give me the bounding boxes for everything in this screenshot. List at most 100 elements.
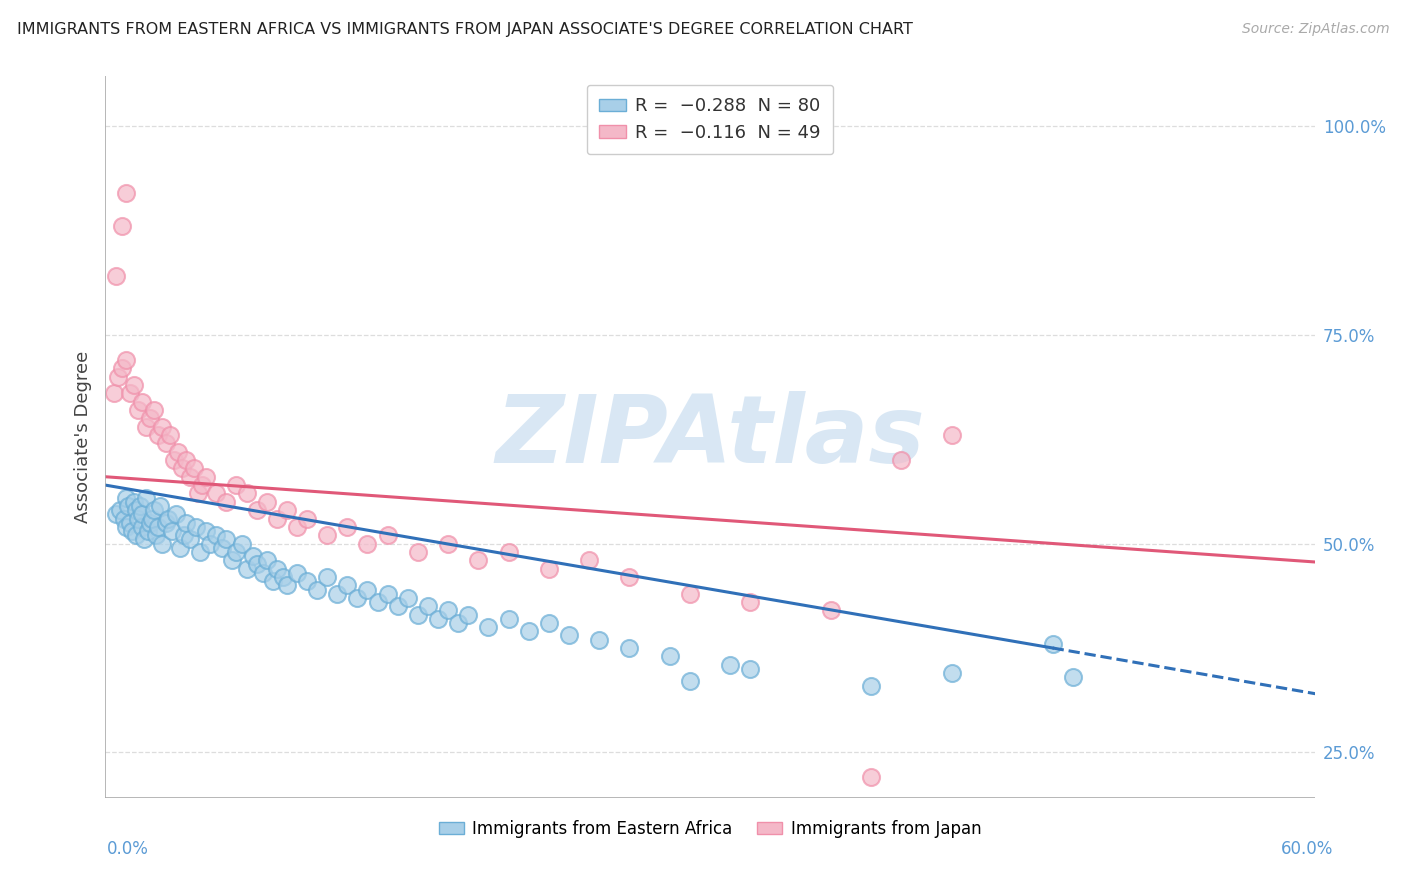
Point xyxy=(860,679,883,693)
Point xyxy=(174,516,197,530)
Point xyxy=(131,508,153,522)
Point xyxy=(114,186,136,200)
Point xyxy=(406,607,429,622)
Point xyxy=(169,541,191,555)
Point xyxy=(107,369,129,384)
Point xyxy=(740,595,762,609)
Point xyxy=(200,536,222,550)
Point xyxy=(316,528,339,542)
Point xyxy=(179,469,201,483)
Point xyxy=(537,615,560,630)
Point xyxy=(276,578,298,592)
Point xyxy=(262,574,284,589)
Point xyxy=(127,511,149,525)
Point xyxy=(195,524,218,538)
Point xyxy=(396,591,419,605)
Point xyxy=(266,511,288,525)
Text: 0.0%: 0.0% xyxy=(107,840,149,858)
Point xyxy=(427,612,450,626)
Point xyxy=(498,545,520,559)
Point xyxy=(256,495,278,509)
Point xyxy=(377,528,399,542)
Point xyxy=(326,587,349,601)
Point xyxy=(122,495,145,509)
Point xyxy=(1062,670,1084,684)
Point xyxy=(718,657,741,672)
Point xyxy=(242,549,264,563)
Point xyxy=(1042,637,1064,651)
Point xyxy=(132,533,155,547)
Point xyxy=(941,666,963,681)
Text: 60.0%: 60.0% xyxy=(1281,840,1333,858)
Point xyxy=(477,620,499,634)
Point xyxy=(215,495,238,509)
Point xyxy=(187,486,209,500)
Point xyxy=(205,486,228,500)
Point xyxy=(679,587,702,601)
Point xyxy=(195,469,218,483)
Point xyxy=(941,428,963,442)
Point xyxy=(860,771,883,785)
Point xyxy=(124,528,148,542)
Point xyxy=(890,453,912,467)
Point xyxy=(235,486,257,500)
Point xyxy=(131,520,153,534)
Point xyxy=(118,386,141,401)
Point xyxy=(179,533,201,547)
Point xyxy=(149,499,172,513)
Point xyxy=(366,595,388,609)
Point xyxy=(128,499,150,513)
Point xyxy=(142,503,165,517)
Point xyxy=(619,570,641,584)
Point xyxy=(141,511,163,525)
Point xyxy=(517,624,540,639)
Point xyxy=(135,419,157,434)
Point xyxy=(121,524,143,538)
Point xyxy=(135,491,157,505)
Point xyxy=(336,578,359,592)
Point xyxy=(114,520,136,534)
Point xyxy=(146,428,169,442)
Point xyxy=(356,536,378,550)
Point xyxy=(139,411,162,425)
Point xyxy=(165,508,187,522)
Point xyxy=(387,599,409,614)
Point xyxy=(112,511,135,525)
Y-axis label: Associate's Degree: Associate's Degree xyxy=(73,351,91,524)
Point xyxy=(658,649,681,664)
Point xyxy=(167,444,190,458)
Point xyxy=(225,545,247,559)
Point xyxy=(406,545,429,559)
Point xyxy=(377,587,399,601)
Point xyxy=(256,553,278,567)
Point xyxy=(124,503,148,517)
Point xyxy=(174,453,197,467)
Point xyxy=(163,453,186,467)
Point xyxy=(285,566,308,580)
Point xyxy=(225,478,247,492)
Point xyxy=(127,403,149,417)
Point xyxy=(131,394,153,409)
Point xyxy=(619,640,641,655)
Point xyxy=(537,561,560,575)
Point xyxy=(159,428,181,442)
Point xyxy=(145,528,167,542)
Point xyxy=(104,508,127,522)
Point xyxy=(191,478,214,492)
Point xyxy=(266,561,288,575)
Point xyxy=(252,566,274,580)
Point xyxy=(215,533,238,547)
Point xyxy=(188,545,211,559)
Point xyxy=(114,491,136,505)
Point xyxy=(186,520,208,534)
Point xyxy=(146,520,169,534)
Point xyxy=(346,591,368,605)
Point xyxy=(246,558,269,572)
Point xyxy=(142,403,165,417)
Point xyxy=(104,269,127,284)
Point xyxy=(578,553,600,567)
Point xyxy=(114,352,136,367)
Point xyxy=(295,511,318,525)
Point xyxy=(356,582,378,597)
Point xyxy=(160,524,183,538)
